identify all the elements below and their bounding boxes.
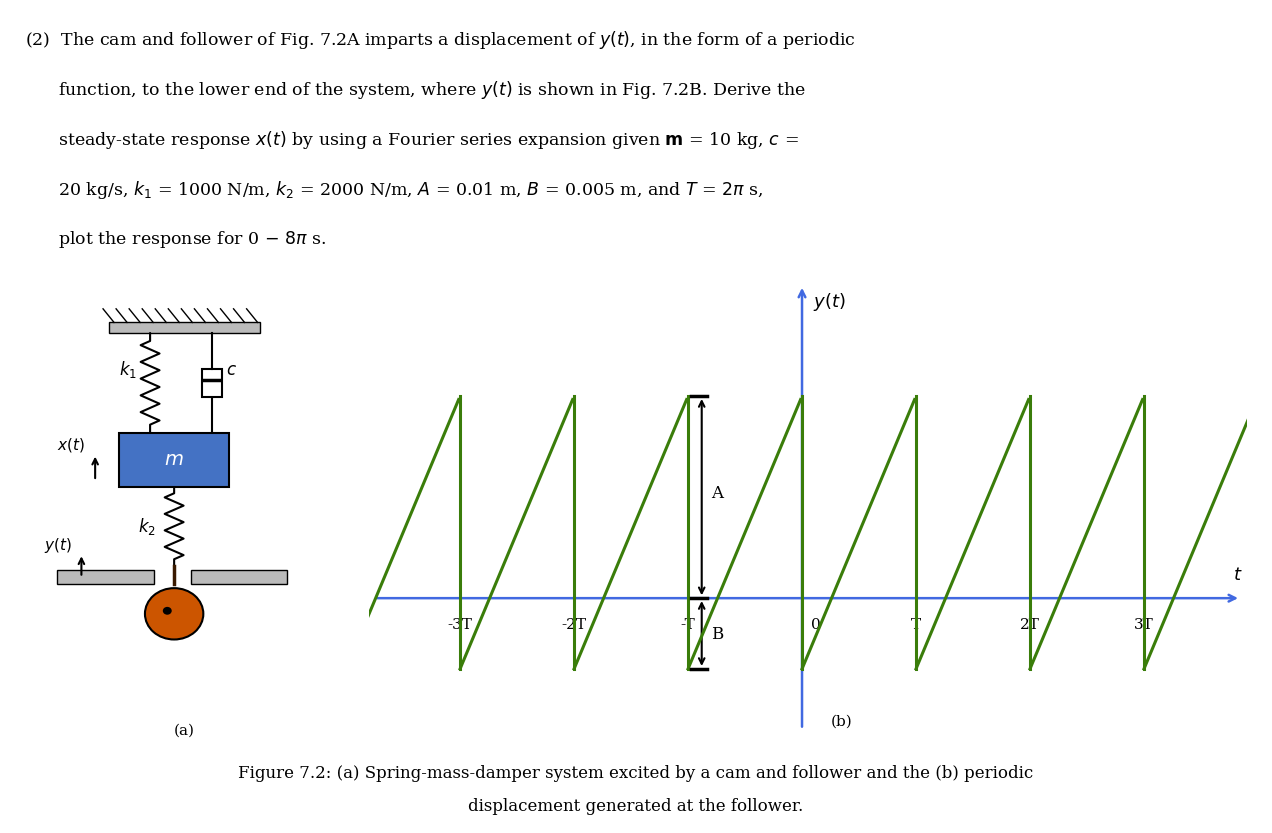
Text: $k_1$: $k_1$ bbox=[120, 359, 137, 381]
Text: $x(t)$: $x(t)$ bbox=[57, 436, 85, 454]
Text: $c$: $c$ bbox=[225, 362, 237, 379]
Text: (b): (b) bbox=[831, 715, 852, 728]
Text: $m$: $m$ bbox=[164, 451, 184, 469]
Text: $y(t)$: $y(t)$ bbox=[43, 536, 71, 556]
Circle shape bbox=[145, 588, 204, 640]
Text: A: A bbox=[711, 485, 722, 501]
Bar bbox=[120, 432, 229, 487]
Bar bbox=[201, 369, 223, 397]
Text: 0: 0 bbox=[812, 618, 820, 632]
Bar bbox=[57, 570, 154, 584]
Circle shape bbox=[163, 607, 172, 615]
Text: -3T: -3T bbox=[448, 618, 472, 632]
Text: 2T: 2T bbox=[1020, 618, 1040, 632]
Text: (a): (a) bbox=[174, 724, 195, 737]
Text: plot the response for 0 $-$ $8\pi$ s.: plot the response for 0 $-$ $8\pi$ s. bbox=[25, 229, 326, 250]
Bar bbox=[109, 322, 259, 333]
Bar bbox=[191, 570, 287, 584]
Text: displacement generated at the follower.: displacement generated at the follower. bbox=[468, 798, 804, 816]
Text: (2)  The cam and follower of Fig. 7.2A imparts a displacement of $y(t)$, in the : (2) The cam and follower of Fig. 7.2A im… bbox=[25, 29, 856, 51]
Text: steady-state response $x(t)$ by using a Fourier series expansion given $\mathbf{: steady-state response $x(t)$ by using a … bbox=[25, 129, 799, 151]
Text: $y(t)$: $y(t)$ bbox=[813, 291, 846, 313]
Text: $k_2$: $k_2$ bbox=[139, 516, 156, 537]
Text: 3T: 3T bbox=[1135, 618, 1154, 632]
Text: Figure 7.2: (a) Spring-mass-damper system excited by a cam and follower and the : Figure 7.2: (a) Spring-mass-damper syste… bbox=[238, 765, 1034, 781]
Text: function, to the lower end of the system, where $y(t)$ is shown in Fig. 7.2B. De: function, to the lower end of the system… bbox=[25, 79, 806, 101]
Text: -T: -T bbox=[681, 618, 696, 632]
Text: $t$: $t$ bbox=[1233, 566, 1243, 584]
Text: B: B bbox=[711, 626, 722, 643]
Text: T: T bbox=[911, 618, 921, 632]
Text: -2T: -2T bbox=[561, 618, 586, 632]
Text: 20 kg/s, $k_1$ = 1000 N/m, $k_2$ = 2000 N/m, $A$ = 0.01 m, $B$ = 0.005 m, and $T: 20 kg/s, $k_1$ = 1000 N/m, $k_2$ = 2000 … bbox=[25, 179, 763, 201]
